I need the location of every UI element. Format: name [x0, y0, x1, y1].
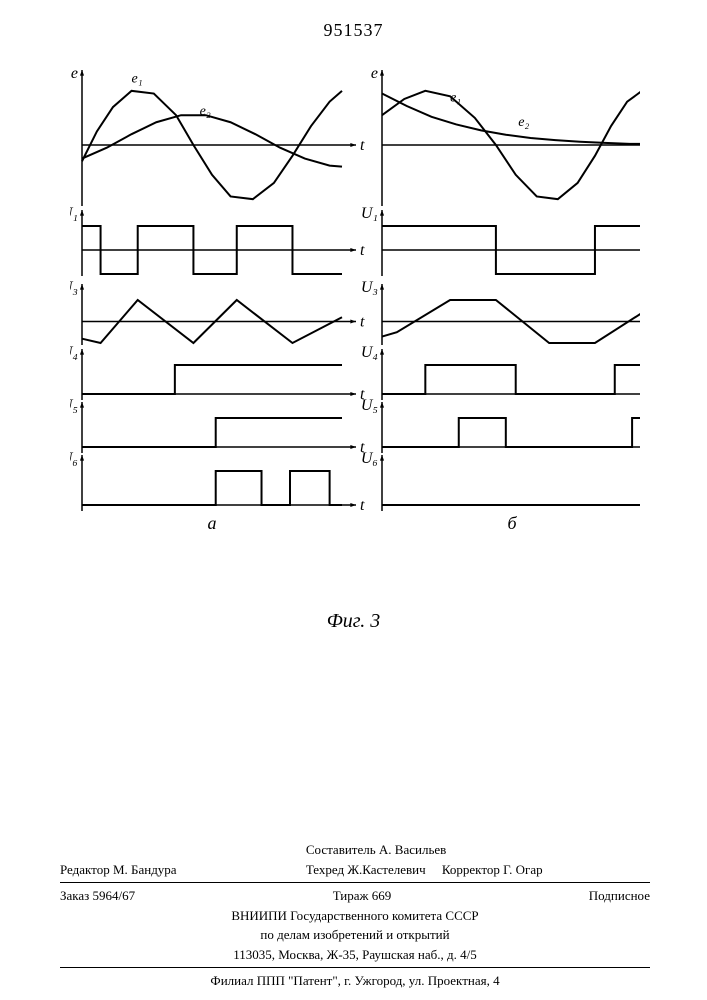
editor: Редактор М. Бандура [60, 860, 306, 880]
compiler: Составитель А. Васильев [306, 840, 650, 860]
svg-text:t: t [360, 497, 365, 514]
svg-text:e: e [71, 70, 78, 82]
org-line-1: ВНИИПИ Государственного комитета СССР [60, 906, 650, 926]
figure-svg: ete₁e₂U₁tU₃tU₄tU₅tU₆tаete₁e₂U₁tU₃tU₄tU₅t… [70, 70, 640, 610]
divider [60, 882, 650, 883]
svg-text:t: t [360, 137, 365, 154]
svg-text:U₆: U₆ [361, 450, 378, 467]
svg-text:U₃: U₃ [70, 279, 78, 296]
patent-number: 951537 [0, 20, 707, 41]
tirage: Тираж 669 [333, 886, 392, 906]
svg-text:e₂: e₂ [200, 104, 211, 119]
address: 113035, Москва, Ж-35, Раушская наб., д. … [60, 945, 650, 965]
footer: Редактор М. Бандура Составитель А. Васил… [60, 840, 650, 991]
svg-text:e: e [371, 70, 378, 82]
order-number: Заказ 5964/67 [60, 886, 135, 906]
svg-text:б: б [507, 513, 517, 533]
branch: Филиал ППП "Патент", г. Ужгород, ул. Про… [60, 971, 650, 991]
org-line-2: по делам изобретений и открытий [60, 925, 650, 945]
corrector: Корректор Г. Огар [442, 862, 543, 877]
svg-text:U₁: U₁ [361, 205, 378, 222]
techred: Техред Ж.Кастелевич [306, 862, 426, 877]
svg-text:t: t [360, 314, 365, 331]
svg-text:U₄: U₄ [361, 344, 378, 361]
figure-caption: Фиг. 3 [0, 610, 707, 633]
svg-text:e₁: e₁ [450, 91, 461, 106]
svg-text:U₄: U₄ [70, 344, 78, 361]
svg-text:U₁: U₁ [70, 205, 78, 222]
svg-text:U₅: U₅ [70, 397, 78, 414]
svg-text:e₁: e₁ [132, 72, 143, 87]
svg-text:а: а [208, 513, 217, 533]
svg-text:U₆: U₆ [70, 450, 78, 467]
svg-text:t: t [360, 242, 365, 259]
svg-text:U₅: U₅ [361, 397, 378, 414]
divider [60, 967, 650, 968]
svg-text:e₂: e₂ [518, 115, 529, 130]
svg-text:U₃: U₃ [361, 279, 378, 296]
subscription: Подписное [589, 886, 650, 906]
